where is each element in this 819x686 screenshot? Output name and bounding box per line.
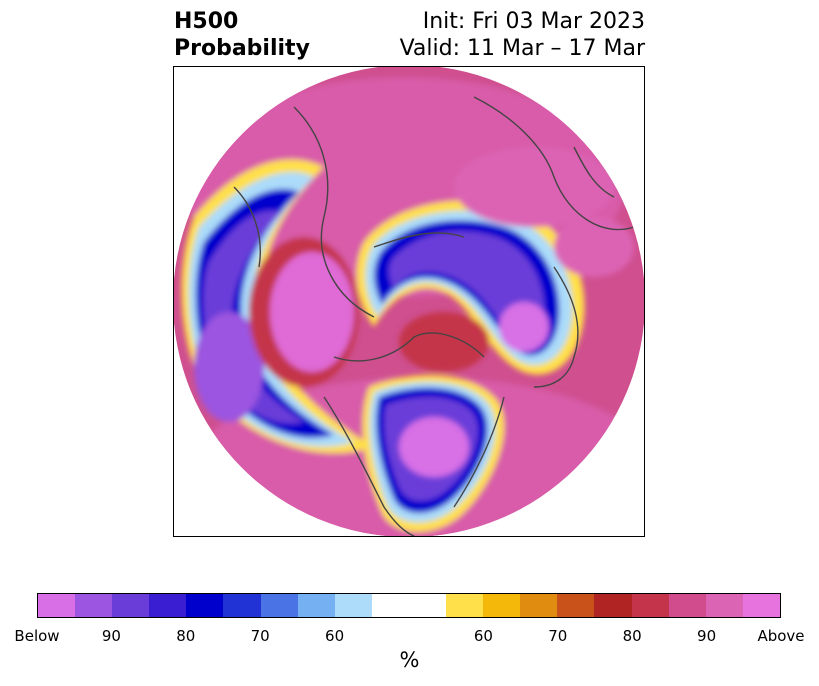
colorbar-swatch: [297, 594, 335, 617]
colorbar-tick-label: Above: [757, 627, 805, 645]
colorbar-swatch: [408, 594, 447, 617]
colorbar-swatch: [483, 594, 521, 617]
coastlines: [233, 96, 635, 536]
colorbar-swatch: [149, 594, 187, 617]
colorbar-tick-label: 60: [473, 627, 493, 645]
probability-map: [173, 66, 645, 537]
colorbar-tick-label: 90: [697, 627, 717, 645]
valid-range: Valid: 11 Mar – 17 Mar: [399, 36, 645, 61]
colorbar-tick-label: 60: [325, 627, 345, 645]
colorbar-swatch: [631, 594, 669, 617]
colorbar-swatch: [186, 594, 224, 617]
probability-colorbar: [37, 593, 781, 618]
colorbar-tick-label: 70: [548, 627, 568, 645]
colorbar-tick-labels: Below 90 80 70 60 60 70 80 90 Above: [0, 627, 819, 647]
colorbar-swatch: [557, 594, 595, 617]
colorbar-swatch: [38, 594, 76, 617]
map-canvas: [174, 67, 644, 536]
title-right: Init: Fri 03 Mar 2023 Valid: 11 Mar – 17…: [400, 8, 645, 62]
colorbar-tick-label: 70: [250, 627, 270, 645]
colorbar-swatch: [112, 594, 150, 617]
colorbar-swatch: [668, 594, 706, 617]
colorbar-swatch: [520, 594, 558, 617]
colorbar-tick-label: 90: [101, 627, 121, 645]
colorbar-swatch: [260, 594, 298, 617]
colorbar-swatch: [594, 594, 632, 617]
title-left: H500 Probability: [174, 8, 310, 62]
colorbar-swatch: [371, 594, 409, 617]
colorbar-swatch: [334, 594, 372, 617]
colorbar-swatch: [446, 594, 484, 617]
colorbar-swatch: [742, 594, 780, 617]
title-variable: H500: [174, 9, 239, 34]
colorbar-swatch: [705, 594, 743, 617]
colorbar-tick-label: 80: [176, 627, 196, 645]
colorbar-swatch: [75, 594, 113, 617]
colorbar-tick-label: 80: [622, 627, 642, 645]
title-type: Probability: [174, 36, 310, 61]
colorbar-tick-label: Below: [14, 627, 60, 645]
colorbar-swatch: [223, 594, 261, 617]
colorbar-units: %: [399, 648, 420, 672]
init-date: Init: Fri 03 Mar 2023: [422, 9, 645, 34]
probability-field: [174, 67, 644, 536]
